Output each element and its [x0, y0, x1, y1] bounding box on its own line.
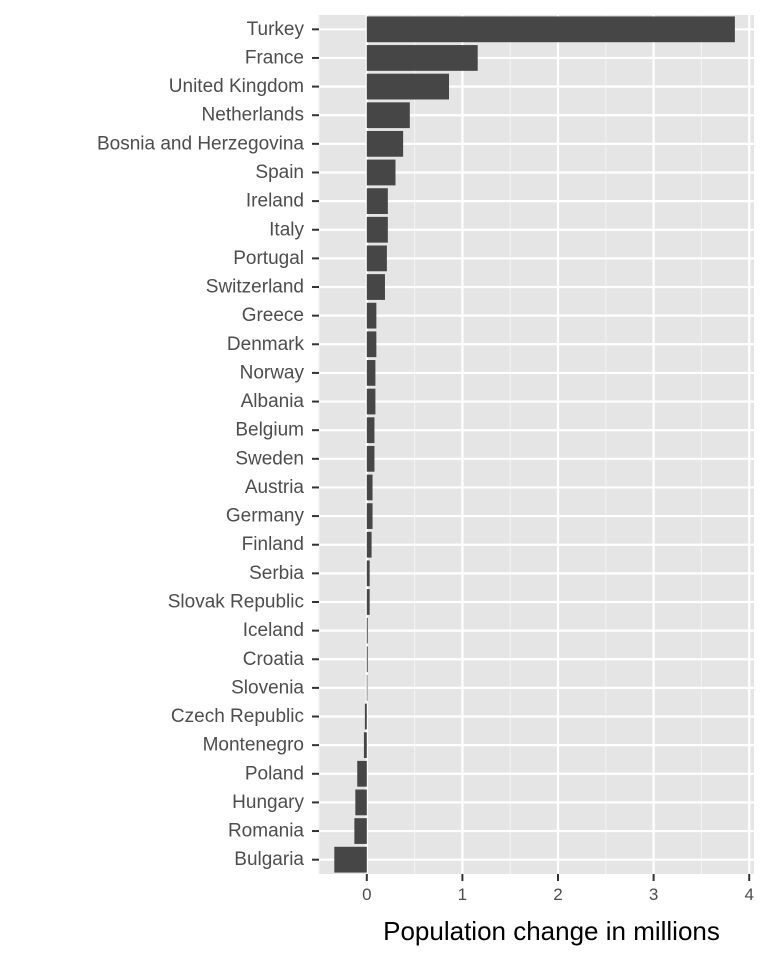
bar-austria [366, 474, 373, 501]
y-tick-label: Greece [242, 305, 304, 326]
bar-netherlands [366, 102, 410, 129]
y-tick-label: France [245, 47, 304, 68]
bar-poland [357, 760, 367, 787]
y-tick-label: Bulgaria [234, 849, 304, 870]
bar-belgium [366, 417, 375, 444]
y-tick-label: Iceland [243, 620, 304, 641]
y-tick-label: Bosnia and Herzegovina [97, 133, 304, 154]
bars [334, 16, 735, 873]
y-axis: Turkey France United Kingdom Netherlands Bos… [97, 19, 319, 870]
y-tick-label: Turkey [247, 19, 305, 40]
plot-panel [319, 15, 754, 874]
bar-germany [366, 503, 373, 529]
bar-spain [366, 159, 396, 186]
y-tick-label: Montenegro [203, 735, 304, 756]
y-tick-label: Norway [240, 362, 305, 383]
bar-united-kingdom [366, 73, 450, 100]
bar-slovenia [366, 674, 368, 701]
y-tick-label: Albania [241, 391, 305, 412]
bar-switzerland [366, 274, 385, 300]
bar-turkey [366, 16, 735, 43]
x-tick-label: 2 [553, 885, 562, 904]
bar-bulgaria [334, 846, 367, 873]
bar-france [366, 45, 478, 71]
bar-denmark [366, 331, 377, 358]
bar-sweden [366, 445, 375, 472]
bar-iceland [366, 617, 368, 644]
y-tick-label: Portugal [233, 248, 304, 269]
x-axis: 0 1 2 3 4 [362, 874, 754, 904]
x-tick-label: 1 [458, 885, 467, 904]
y-tick-label: Ireland [246, 191, 304, 212]
bar-slovak-republic [366, 589, 370, 615]
bar-hungary [355, 789, 367, 816]
y-tick-label: Hungary [232, 792, 304, 813]
y-tick-label: Croatia [243, 649, 305, 670]
y-tick-label: United Kingdom [169, 76, 304, 97]
x-tick-label: 4 [744, 885, 753, 904]
y-tick-label: Slovenia [231, 677, 304, 698]
y-tick-label: Germany [226, 506, 305, 527]
x-axis-title: Population change in millions [383, 916, 720, 946]
bar-greece [366, 302, 377, 329]
y-tick-label: Netherlands [202, 105, 304, 126]
bar-finland [366, 531, 372, 558]
y-tick-label: Serbia [249, 563, 304, 584]
bar-croatia [366, 646, 368, 673]
y-tick-label: Romania [228, 821, 304, 842]
y-tick-label: Sweden [235, 448, 304, 469]
y-tick-label: Poland [245, 763, 304, 784]
bar-italy [366, 216, 388, 243]
bar-norway [366, 360, 376, 386]
bar-romania [354, 818, 367, 844]
bar-serbia [366, 560, 370, 587]
y-tick-label: Spain [255, 162, 304, 183]
y-tick-label: Denmark [227, 334, 305, 355]
y-tick-label: Italy [269, 219, 304, 240]
bar-ireland [366, 188, 388, 215]
y-tick-label: Belgium [235, 420, 304, 441]
x-tick-label: 3 [649, 885, 658, 904]
bar-czech-republic [364, 703, 367, 730]
bar-portugal [366, 245, 387, 272]
y-tick-label: Finland [242, 534, 304, 555]
bar-montenegro [363, 732, 367, 759]
y-tick-label: Slovak Republic [168, 591, 304, 612]
bar-bosnia-and-herzegovina [366, 130, 404, 157]
y-tick-label: Switzerland [206, 277, 304, 298]
y-tick-label: Austria [245, 477, 305, 498]
x-tick-label: 0 [362, 885, 371, 904]
y-tick-label: Czech Republic [171, 706, 304, 727]
bar-albania [366, 388, 376, 415]
